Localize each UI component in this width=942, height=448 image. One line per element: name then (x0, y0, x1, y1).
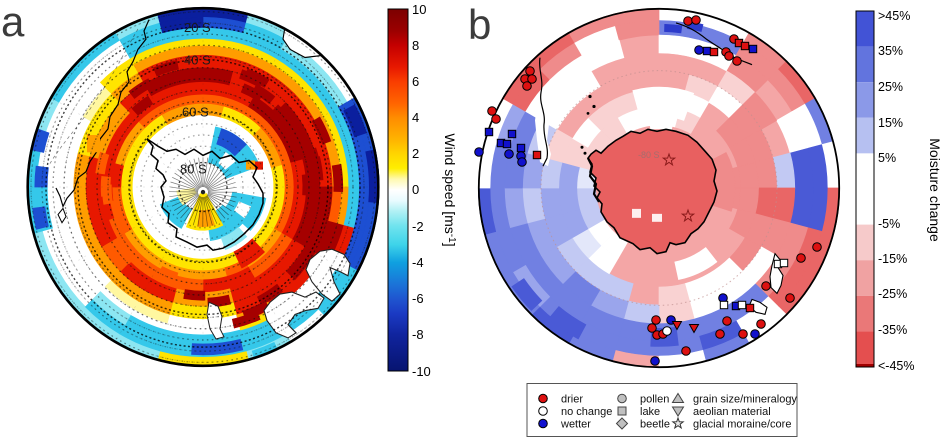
svg-text:6: 6 (412, 74, 419, 89)
svg-text:b: b (468, 1, 491, 48)
svg-text:-6: -6 (412, 291, 424, 306)
svg-text:80 S: 80 S (180, 162, 207, 177)
svg-text:wetter: wetter (560, 419, 591, 431)
svg-text:-35%: -35% (878, 323, 907, 337)
svg-text:drier: drier (561, 394, 583, 406)
svg-text:25%: 25% (878, 80, 903, 94)
svg-text:pollen: pollen (640, 394, 669, 406)
svg-text:10: 10 (412, 2, 426, 17)
svg-text:-8: -8 (412, 327, 424, 342)
svg-text:<-45%: <-45% (878, 359, 914, 373)
svg-text:15%: 15% (878, 116, 903, 130)
svg-text:-15%: -15% (878, 252, 907, 266)
svg-text:8: 8 (412, 38, 419, 53)
svg-text:lake: lake (640, 406, 660, 418)
svg-text:2: 2 (412, 146, 419, 161)
svg-text:-10: -10 (412, 364, 431, 379)
svg-text:-5%: -5% (878, 217, 900, 231)
svg-text:60 S: 60 S (182, 105, 209, 120)
svg-text:-80 S: -80 S (638, 150, 660, 160)
svg-text:-2: -2 (412, 219, 424, 234)
svg-text:no change: no change (561, 406, 612, 418)
svg-text:0: 0 (412, 182, 419, 197)
svg-text:5%: 5% (878, 151, 896, 165)
svg-text:Moisture change: Moisture change (927, 138, 942, 242)
svg-text:-4: -4 (412, 255, 424, 270)
svg-text:a: a (1, 0, 25, 45)
svg-text:20 S: 20 S (184, 20, 211, 35)
svg-text:40 S: 40 S (184, 53, 211, 68)
svg-text:>45%: >45% (878, 9, 910, 23)
svg-text:grain size/mineralogy: grain size/mineralogy (693, 394, 797, 406)
svg-text:35%: 35% (878, 44, 903, 58)
svg-text:4: 4 (412, 110, 419, 125)
svg-text:aeolian material: aeolian material (693, 406, 771, 418)
svg-text:beetle: beetle (640, 419, 670, 431)
svg-text:-25%: -25% (878, 287, 907, 301)
svg-text:glacial moraine/core: glacial moraine/core (693, 419, 791, 431)
svg-text:Wind speed [ms-1]: Wind speed [ms-1] (442, 133, 458, 246)
